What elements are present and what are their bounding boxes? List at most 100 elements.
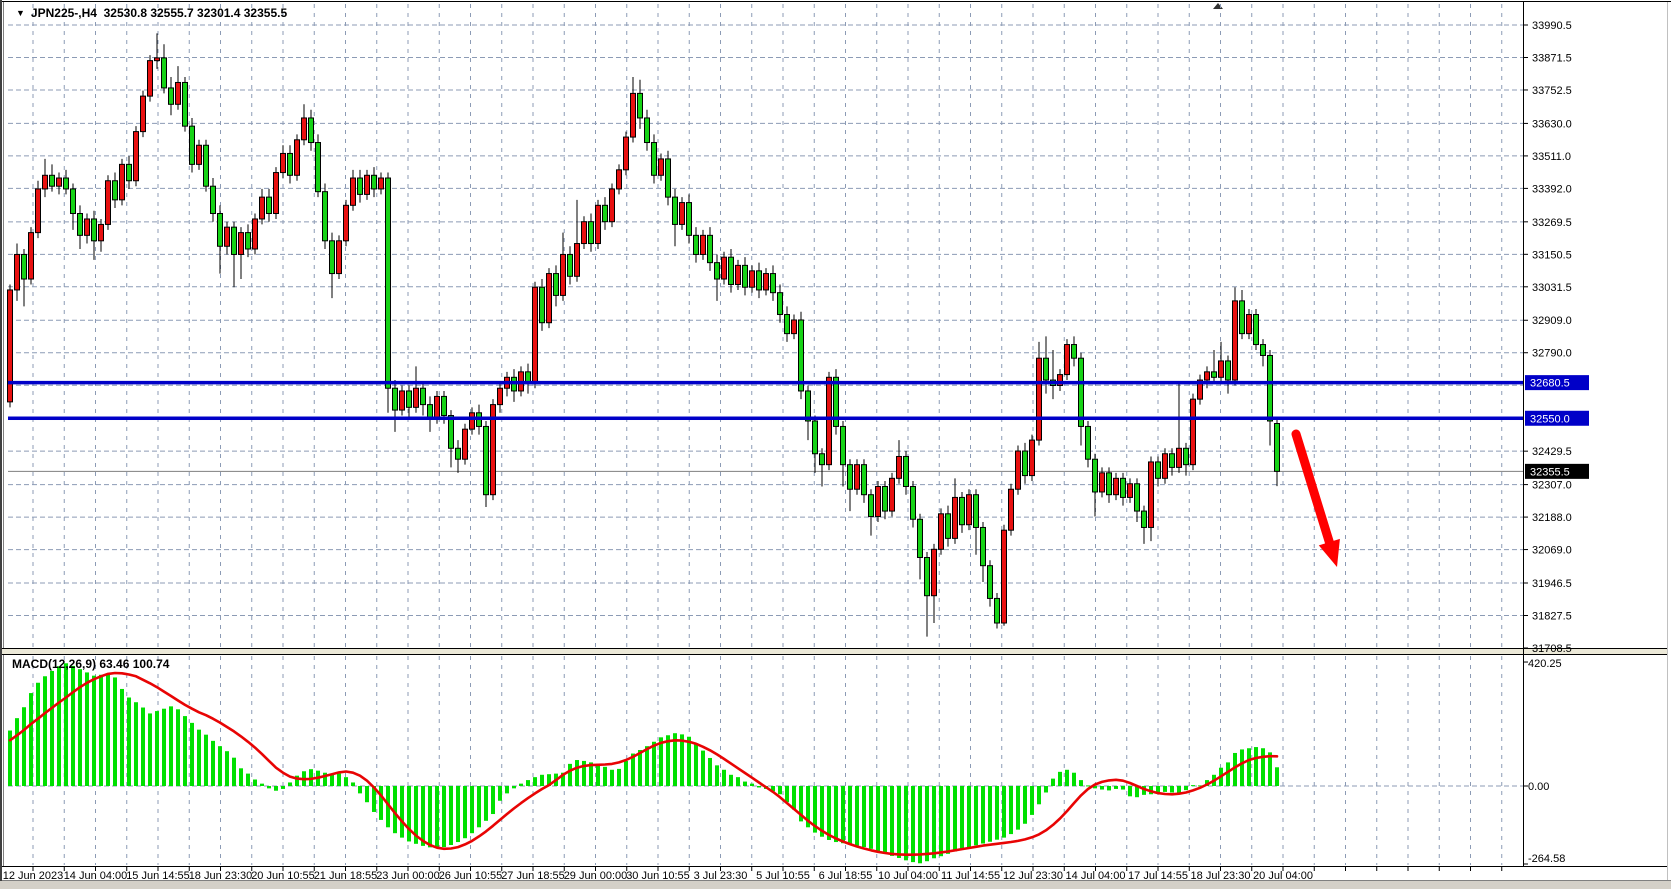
macd-bar: [358, 786, 362, 794]
macd-bar: [1100, 786, 1104, 790]
price-axis-label: 33871.5: [1532, 52, 1572, 64]
horizontal-line-32680.5[interactable]: [8, 380, 1523, 385]
indicator-axis-label: 0.00: [1528, 781, 1549, 793]
candle: [1190, 393, 1196, 471]
chart-title-text: JPN225-,H4 32530.8 32555.7 32301.4 32355…: [30, 6, 288, 20]
macd-bar: [1198, 785, 1202, 787]
trend-arrow[interactable]: [1291, 429, 1340, 567]
candle: [1029, 434, 1035, 482]
macd-bar: [8, 730, 12, 786]
macd-bar: [1065, 769, 1069, 786]
candle: [1085, 420, 1091, 468]
price-axis[interactable]: 33990.5 33871.5 33752.5 33630.0 33511.0 33392…: [1523, 20, 1572, 655]
date-axis-label: 26 Jun 10:55: [439, 870, 503, 882]
candle: [539, 279, 545, 331]
candle: [840, 420, 846, 487]
macd-bar: [960, 786, 964, 850]
candle: [560, 232, 566, 301]
macd-bar: [428, 786, 432, 848]
macd-bar: [981, 786, 985, 844]
candle: [133, 126, 139, 187]
date-axis-label: 30 Jun 10:55: [626, 870, 690, 882]
macd-bar: [449, 786, 453, 845]
macd-bar: [722, 769, 726, 786]
macd-bar: [946, 786, 950, 854]
candle: [469, 407, 475, 435]
indicator-axis-label: 420.25: [1528, 658, 1562, 670]
macd-bar: [883, 786, 887, 854]
candle: [1022, 442, 1028, 484]
candle: [77, 205, 83, 249]
macd-bar: [1240, 749, 1244, 786]
macd-bar: [953, 786, 957, 852]
candle: [392, 380, 398, 432]
macd-signal-line: [8, 671, 1279, 856]
candle: [994, 592, 1000, 629]
macd-bar: [652, 741, 656, 786]
candle: [553, 265, 559, 307]
indicator-axis[interactable]: 420.25 0.00 -264.58: [1523, 658, 1565, 865]
candle: [854, 459, 860, 495]
macd-bar: [274, 786, 278, 791]
macd-bar: [897, 786, 901, 858]
candle: [385, 172, 391, 413]
candle: [742, 257, 748, 296]
candle: [686, 194, 692, 244]
candle: [21, 248, 27, 307]
horizontal-line-32550.0[interactable]: [8, 416, 1523, 421]
candle: [826, 371, 832, 471]
macd-bar: [610, 769, 614, 786]
date-axis-label: 12 Jul 23:30: [1003, 870, 1063, 882]
candle: [567, 246, 573, 285]
macd-bar: [260, 783, 264, 786]
candle: [791, 314, 797, 340]
candle: [966, 489, 972, 531]
candle: [1204, 366, 1210, 389]
macd-bar: [729, 774, 733, 786]
candle: [1064, 339, 1070, 381]
candle: [462, 423, 468, 465]
candle: [658, 153, 664, 181]
candle: [721, 251, 727, 285]
candle: [266, 188, 272, 222]
candle: [952, 478, 958, 544]
macd-bar: [995, 786, 999, 840]
candle: [203, 139, 209, 192]
candle: [420, 382, 426, 416]
candle: [581, 216, 587, 249]
candle: [224, 221, 230, 255]
candle: [1246, 309, 1252, 340]
candle: [84, 213, 90, 244]
macd-bar: [526, 780, 530, 786]
macd-bar: [1268, 752, 1272, 786]
macd-bar: [575, 760, 579, 786]
date-axis-label: 23 Jun 00:00: [376, 870, 440, 882]
symbol-dropdown-icon[interactable]: ▼: [16, 8, 25, 18]
macd-bar: [330, 774, 334, 786]
price-axis-label: 32790.0: [1532, 348, 1572, 360]
macd-bar: [29, 693, 33, 786]
macd-bar: [351, 782, 355, 786]
macd-bar: [1184, 786, 1188, 791]
candle: [126, 156, 132, 189]
candle: [665, 150, 671, 206]
macd-bar: [589, 762, 593, 786]
candle: [35, 180, 41, 239]
macd-bar: [1163, 786, 1167, 792]
candle: [1134, 478, 1140, 522]
price-axis-label: 32188.0: [1532, 512, 1572, 524]
candle: [847, 459, 853, 512]
macd-bar: [778, 786, 782, 795]
candle: [1120, 472, 1126, 506]
candle: [889, 472, 895, 517]
macd-bar: [113, 677, 117, 786]
candle: [301, 104, 307, 146]
chart-title: ▼ JPN225-,H4 32530.8 32555.7 32301.4 323…: [16, 6, 287, 20]
price-axis-label: 32069.0: [1532, 545, 1572, 557]
macd-bar: [1107, 786, 1111, 791]
macd-bar: [673, 733, 677, 786]
macd-bar: [512, 786, 516, 789]
candle: [189, 117, 195, 173]
